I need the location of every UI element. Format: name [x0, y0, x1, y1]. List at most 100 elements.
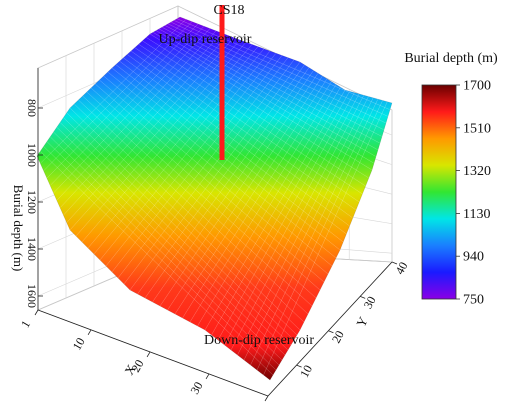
surface-edge	[36, 16, 393, 381]
mesh-line	[182, 81, 332, 319]
y-tick	[328, 330, 334, 334]
mesh-line	[138, 43, 363, 195]
y-tick-label: 30	[361, 294, 379, 311]
z-axis-label: Burial depth (m)	[11, 185, 26, 272]
y-tick	[391, 261, 398, 265]
x-tick	[264, 395, 269, 402]
mesh-line	[152, 32, 375, 164]
mesh-line	[40, 151, 274, 376]
colorbar-tick-label: 1130	[463, 207, 490, 222]
z-tick-label: 1400	[25, 237, 39, 261]
mesh-line	[93, 48, 265, 255]
mesh-line	[149, 33, 373, 171]
z-tick-label: 800	[25, 99, 39, 117]
mesh-line	[174, 78, 328, 315]
z-tick-label: 1600	[25, 284, 39, 308]
mesh-line	[75, 42, 247, 237]
y-axis-label: Y	[353, 314, 371, 330]
colorbar: Burial depth (m) 1700 1510 1320 1130 940 750	[404, 51, 498, 308]
mesh-line	[107, 71, 337, 259]
mesh-line	[123, 59, 295, 285]
mesh-line	[167, 23, 385, 131]
colorbar-tick-label: 1320	[463, 164, 491, 179]
mesh-line	[40, 19, 187, 164]
mesh-line	[105, 53, 277, 267]
mesh-line	[161, 26, 381, 144]
mesh-line	[99, 50, 271, 261]
mesh-line	[59, 32, 223, 208]
mesh-line	[95, 83, 325, 283]
mesh-line	[211, 91, 350, 336]
mesh-line	[90, 87, 321, 291]
mesh-line	[43, 21, 193, 171]
mesh-line	[167, 75, 323, 311]
mesh-line	[63, 35, 229, 216]
mesh-line	[158, 28, 379, 151]
z-axis: 800 1000 1200 1400 1600	[25, 68, 43, 310]
mesh-line	[86, 91, 317, 299]
mesh-line	[69, 107, 301, 331]
mesh-line	[63, 117, 295, 341]
mesh-line	[66, 112, 298, 336]
mesh-line	[137, 64, 305, 295]
mesh-line	[142, 40, 366, 187]
x-tick-label: 1	[18, 318, 33, 330]
mesh-line	[170, 21, 387, 124]
mesh-line	[176, 18, 391, 110]
mesh-line	[204, 89, 346, 331]
mesh-line	[250, 98, 379, 366]
mesh-line	[115, 64, 344, 243]
mesh-line	[50, 136, 283, 361]
colorbar-tick-label: 750	[463, 293, 484, 308]
mesh-line	[46, 23, 199, 179]
y-tick-label: 20	[329, 328, 347, 345]
colorbar-tick-label: 1700	[463, 79, 491, 94]
mesh-line	[155, 30, 377, 157]
x-tick	[205, 373, 210, 380]
mesh-line	[217, 92, 355, 341]
y-tick-label: 40	[392, 260, 410, 277]
surface-fill	[37, 17, 392, 380]
mesh-line	[146, 37, 369, 179]
mesh-line	[197, 87, 341, 327]
mesh-line	[189, 84, 337, 323]
x-axis-line	[37, 309, 269, 397]
mesh-line	[56, 127, 289, 351]
mesh-line	[43, 146, 277, 371]
mesh-line	[117, 57, 289, 279]
surface-mesh	[40, 18, 391, 376]
mesh-line	[144, 67, 310, 299]
z-tick-label: 1000	[25, 143, 39, 167]
mesh-line	[237, 96, 369, 356]
mesh-line	[224, 93, 360, 346]
mesh-line	[173, 20, 389, 117]
mesh-line	[256, 100, 383, 371]
mesh-line	[263, 101, 388, 376]
y-tick	[360, 295, 366, 299]
mesh-line	[69, 39, 241, 231]
mesh-line	[50, 26, 205, 186]
colorbar-tick-label: 940	[463, 250, 484, 265]
mesh-line	[111, 67, 341, 251]
mesh-line	[78, 99, 309, 315]
up-dip-annotation: Up-dip reservoir	[159, 32, 252, 47]
down-dip-annotation: Down-dip reservoir	[204, 333, 314, 348]
mesh-line	[53, 28, 211, 194]
mesh-line	[111, 55, 283, 273]
mesh-line	[230, 95, 365, 351]
mesh-line	[56, 30, 217, 201]
mesh-line	[159, 73, 319, 307]
mesh-line	[164, 25, 383, 137]
mesh-line	[119, 61, 347, 235]
mesh-line	[127, 54, 353, 219]
mesh-line	[82, 95, 313, 307]
x-tick	[34, 309, 39, 316]
y-axis-line	[267, 261, 393, 397]
mesh-line	[59, 122, 292, 346]
mesh-line	[123, 57, 350, 227]
mesh-line	[129, 61, 301, 291]
mesh-line	[130, 50, 357, 211]
mesh-line	[66, 37, 235, 223]
colorbar-bar	[421, 84, 457, 300]
